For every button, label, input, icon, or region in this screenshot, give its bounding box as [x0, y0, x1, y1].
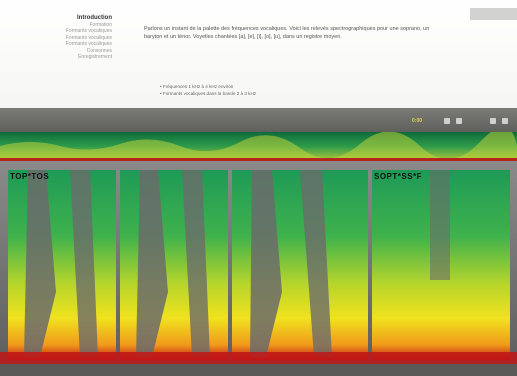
nav-title[interactable]: Introduction	[77, 15, 112, 21]
description-panel: Introduction Formation Formants vocaliqu…	[0, 0, 517, 108]
settings-icon[interactable]	[456, 118, 462, 124]
spectrogram-valley	[300, 170, 332, 357]
time-readout: 0:00	[412, 118, 423, 124]
spectrogram-segment	[8, 170, 116, 360]
panel-tab[interactable]	[470, 8, 517, 20]
spectrogram-valley	[70, 170, 98, 357]
segment-label: TOP*TOS	[10, 172, 50, 181]
nav-item[interactable]: Formants vocaliques	[65, 28, 112, 35]
bullet-text: Fréquences 1 kHz à 4 kHz environ	[162, 84, 234, 89]
bullet-item: • Formants vocaliques dans la bande 2 à …	[160, 91, 257, 96]
nav-item[interactable]: Enregistrement	[78, 54, 112, 61]
bottom-bar	[0, 364, 517, 376]
spectrogram-valley	[182, 170, 210, 357]
nav-item[interactable]: Formants vocaliques	[65, 34, 112, 41]
low-frequency-band	[0, 352, 517, 364]
bullet-list: • Fréquences 1 kHz à 4 kHz environ • For…	[160, 83, 256, 97]
player-toolbar: 0:00	[0, 108, 517, 132]
overview-waveform	[0, 132, 517, 160]
spectrogram-svg	[0, 132, 517, 364]
overview-baseline	[0, 158, 517, 161]
nav-item[interactable]: Consonnes	[86, 47, 112, 54]
bullet-text: Formants vocaliques dans la bande 2 à 3 …	[162, 91, 257, 96]
bullet-item: • Fréquences 1 kHz à 4 kHz environ	[160, 84, 234, 89]
description-text: Parlons un instant de la palette des fré…	[144, 26, 430, 40]
close-icon[interactable]	[502, 118, 508, 124]
spectrogram-valley	[250, 170, 282, 357]
spectrogram-view[interactable]: TOP*TOS SOPT*SS*F	[0, 132, 517, 364]
segment-label: SOPT*SS*F	[374, 172, 423, 181]
nav-item[interactable]: Formation	[89, 22, 112, 28]
play-icon[interactable]	[444, 118, 450, 124]
spectrogram-valley	[136, 170, 168, 357]
window-icon[interactable]	[490, 118, 496, 124]
spectrogram-valley	[430, 170, 450, 280]
spectrogram-valley	[24, 170, 56, 357]
side-nav: Introduction Formation Formants vocaliqu…	[0, 14, 116, 60]
nav-item[interactable]: Formants vocaliques	[65, 41, 112, 48]
spectrogram-segment	[120, 170, 228, 360]
